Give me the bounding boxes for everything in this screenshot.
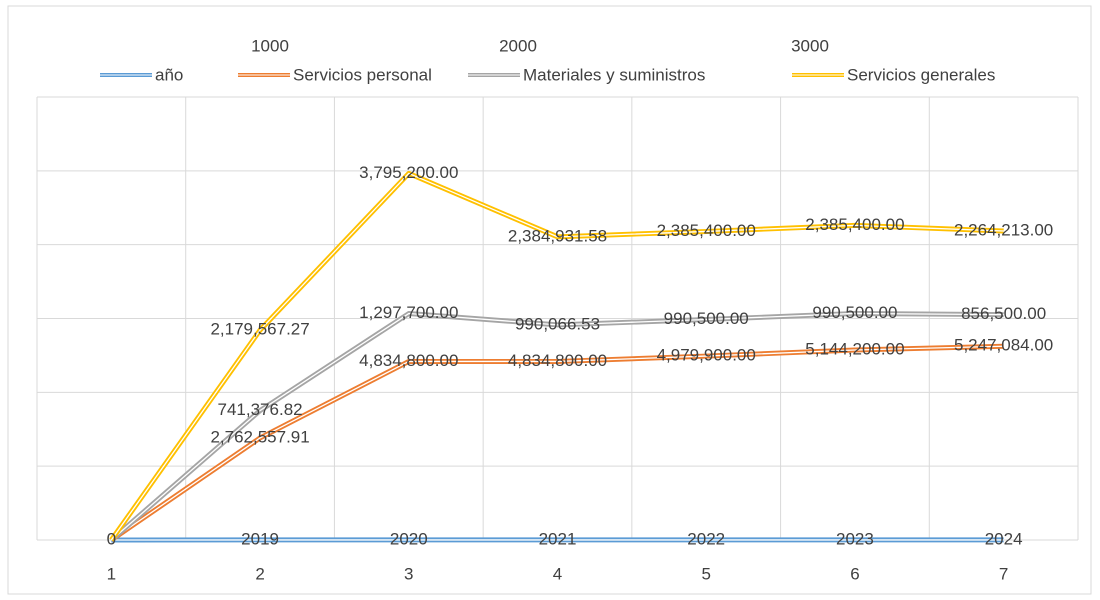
data-label: 5,247,084.00 xyxy=(954,336,1053,355)
legend-label: Materiales y suministros xyxy=(523,65,705,84)
legend-label: Servicios personal xyxy=(293,65,432,84)
data-label: 1,297,700.00 xyxy=(359,303,458,322)
data-label: 2023 xyxy=(836,529,874,548)
x-tick-label: 2 xyxy=(255,564,264,583)
annotation: 3000 xyxy=(791,36,829,55)
x-tick-label: 4 xyxy=(553,564,562,583)
chart-frame xyxy=(7,5,1092,595)
data-label: 856,500.00 xyxy=(961,304,1046,323)
data-label: 4,834,800.00 xyxy=(508,351,607,370)
annotation: 1000 xyxy=(251,36,289,55)
data-label: 990,500.00 xyxy=(664,309,749,328)
data-label: 2022 xyxy=(687,529,725,548)
series-line-inner xyxy=(110,172,1004,541)
data-label: 2024 xyxy=(985,529,1023,548)
data-label: 2,385,400.00 xyxy=(657,221,756,240)
legend-label: año xyxy=(155,65,183,84)
data-label: 2,762,557.91 xyxy=(210,427,309,446)
data-label: 2019 xyxy=(241,529,279,548)
series-line-inner xyxy=(110,345,1004,541)
data-label: 5,144,200.00 xyxy=(805,340,904,359)
data-label: 2020 xyxy=(390,529,428,548)
series-line-inner xyxy=(110,312,1004,541)
data-label: 2,179,567.27 xyxy=(210,320,309,339)
data-label: 2,384,931.58 xyxy=(508,226,607,245)
x-tick-label: 7 xyxy=(999,564,1008,583)
data-label: 4,979,900.00 xyxy=(657,346,756,365)
data-label: 2021 xyxy=(539,529,577,548)
x-tick-label: 6 xyxy=(850,564,859,583)
x-tick-label: 1 xyxy=(107,564,116,583)
data-label: 4,834,800.00 xyxy=(359,351,458,370)
data-label: 2,264,213.00 xyxy=(954,220,1053,239)
data-label: 2,385,400.00 xyxy=(805,215,904,234)
legend-label: Servicios generales xyxy=(847,65,995,84)
annotation: 2000 xyxy=(499,36,537,55)
data-label: 741,376.82 xyxy=(218,400,303,419)
data-label: 3,795,200.00 xyxy=(359,163,458,182)
data-label: 0 xyxy=(107,529,116,548)
data-label: 990,500.00 xyxy=(812,303,897,322)
data-label: 990,066.53 xyxy=(515,314,600,333)
x-tick-label: 5 xyxy=(701,564,710,583)
x-tick-label: 3 xyxy=(404,564,413,583)
